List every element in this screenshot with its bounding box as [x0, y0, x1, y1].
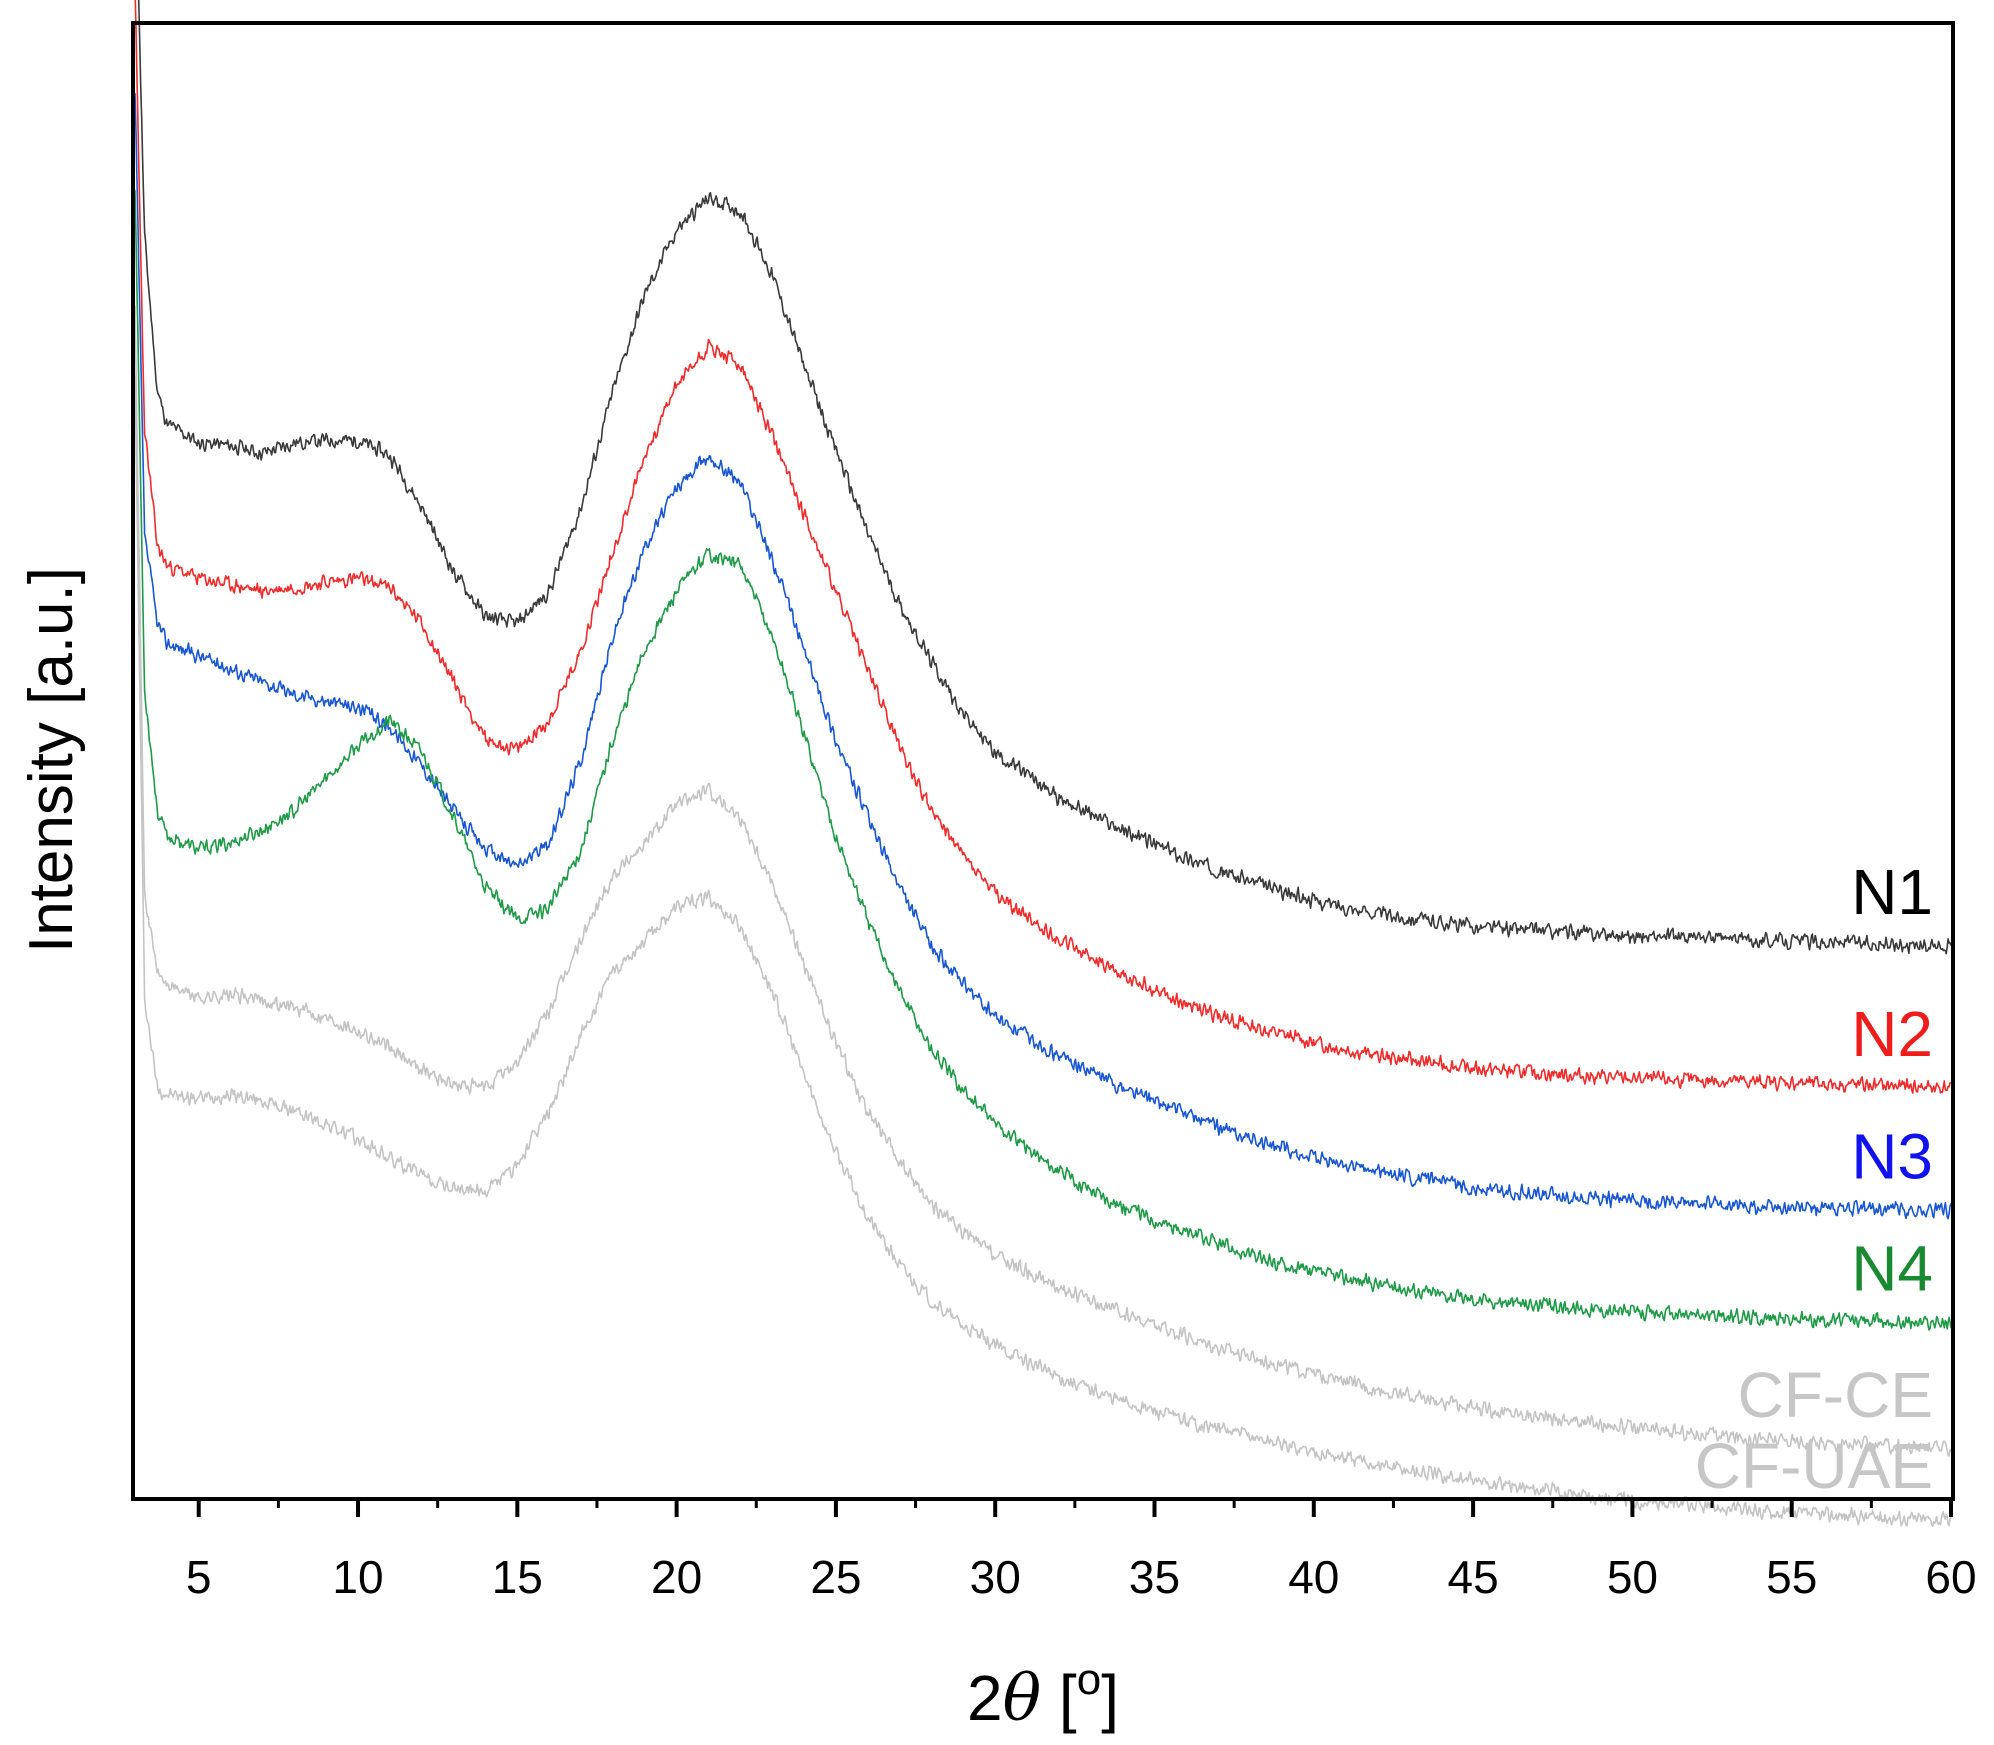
series-label-n3: N3 [1851, 1121, 1933, 1193]
x-tick-label: 60 [1925, 1551, 1976, 1603]
series-label-cf-ce: CF-CE [1737, 1359, 1933, 1431]
x-axis-title: 2θ [o] [967, 1655, 1119, 1736]
x-axis-title-degree: o [1077, 1655, 1101, 1704]
series-line-n2 [134, 0, 1952, 1094]
series-label-n1: N1 [1851, 856, 1933, 928]
series-label-n4: N4 [1851, 1233, 1933, 1305]
series-line-cf-ce [134, 305, 1952, 1457]
x-axis-title-prefix: 2 [967, 1662, 1003, 1734]
x-axis-title-open: [ [1041, 1662, 1077, 1734]
x-tick-label: 20 [651, 1551, 702, 1603]
plot-frame [131, 21, 1955, 1501]
series-label-n2: N2 [1851, 998, 1933, 1070]
x-axis-ticks: 5 10 15 20 25 30 35 40 45 50 55 60 [186, 1497, 1977, 1603]
x-tick-label: 40 [1288, 1551, 1339, 1603]
x-tick-label: 30 [970, 1551, 1021, 1603]
series-line-n3 [134, 93, 1952, 1220]
x-tick-label: 55 [1766, 1551, 1817, 1603]
x-tick-label: 25 [810, 1551, 861, 1603]
x-tick-label: 10 [332, 1551, 383, 1603]
x-tick-label: 50 [1607, 1551, 1658, 1603]
y-axis-title: Intensity [a.u.] [17, 567, 86, 953]
x-tick-label: 15 [492, 1551, 543, 1603]
series-line-n4 [134, 190, 1952, 1331]
x-tick-label: 45 [1448, 1551, 1499, 1603]
x-axis-title-close: ] [1101, 1662, 1119, 1734]
x-tick-label: 5 [186, 1551, 212, 1603]
x-tick-label: 35 [1129, 1551, 1180, 1603]
x-axis-title-symbol: θ [1003, 1662, 1042, 1736]
series-line-cf-uae [134, 375, 1952, 1527]
series-line-n1 [137, 0, 1952, 955]
series-layer [134, 0, 1952, 1527]
series-label-cf-uae: CF-UAE [1695, 1430, 1933, 1502]
